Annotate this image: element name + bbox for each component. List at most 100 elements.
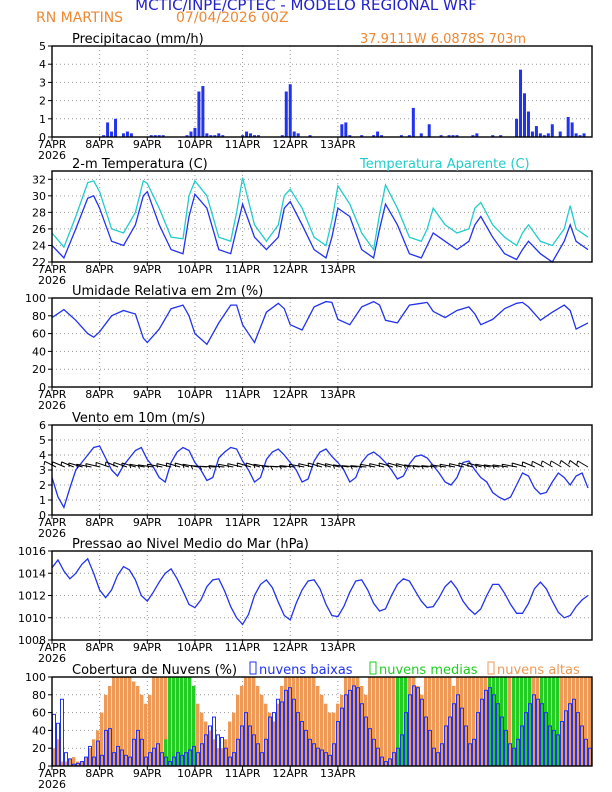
cloud-bar-high xyxy=(376,677,380,766)
x-tick-label: 9APR xyxy=(133,388,162,401)
cloud-bar-mid xyxy=(544,677,548,766)
cloud-bar-high xyxy=(436,677,440,766)
cloud-bar-mid xyxy=(500,677,504,766)
y-tick-label: 80 xyxy=(32,689,46,702)
panel-title: Pressao ao Nivel Medio do Mar (hPa) xyxy=(72,537,309,552)
wind-barb xyxy=(245,462,261,468)
cloud-bar-high xyxy=(196,703,200,766)
cloud-legend-box xyxy=(487,661,495,675)
cloud-bar-high xyxy=(268,712,272,766)
wind-barb-head xyxy=(324,463,327,468)
wind-barb-head xyxy=(412,465,415,470)
precip-bar xyxy=(249,133,253,137)
cloud-bar-high xyxy=(252,677,256,766)
wind-barb-head xyxy=(439,464,442,469)
y-tick-label: 4 xyxy=(39,58,46,71)
precip-bar xyxy=(399,135,403,137)
x-tick-label: 13APR xyxy=(320,641,356,654)
x-tick-label: 7APR xyxy=(38,263,67,276)
wind-barb xyxy=(85,463,101,468)
cloud-bar-high xyxy=(428,677,432,766)
wind-barb-head xyxy=(208,465,211,470)
panel-title: Precipitacao (mm/h) xyxy=(72,32,204,47)
y-tick-label: 30 xyxy=(32,190,46,203)
wind-barb xyxy=(218,463,234,468)
cloud-bar-high xyxy=(132,681,136,766)
precip-bar xyxy=(106,122,110,137)
precip-bar xyxy=(193,127,197,137)
cloud-bar-high xyxy=(100,712,104,766)
cloud-bar-high xyxy=(88,748,92,766)
cloud-bar-high xyxy=(108,685,112,766)
wind-barb-head xyxy=(261,465,265,470)
y-tick-label: 60 xyxy=(32,328,46,341)
wind-barb xyxy=(270,465,287,468)
cloud-bar-high xyxy=(584,677,588,766)
cloud-bar-high xyxy=(332,712,336,766)
x-tick-label: 10APR xyxy=(177,767,213,780)
precip-bar xyxy=(256,135,260,137)
cloud-bar-high xyxy=(452,685,456,766)
y-tick-label: 40 xyxy=(32,345,46,358)
wind-barb xyxy=(298,463,314,468)
cloud-bar-mid xyxy=(556,677,560,766)
legend-apparent-temp: Temperatura Aparente (C) xyxy=(359,157,530,172)
cloud-bar-high xyxy=(92,739,96,766)
cloud-bar-high xyxy=(320,694,324,766)
wind-barb xyxy=(458,462,473,468)
cloud-bar-high xyxy=(212,739,216,766)
wind-barb xyxy=(404,464,420,468)
y-tick-label: 5 xyxy=(39,434,46,447)
x-tick-label: 9APR xyxy=(133,516,162,529)
cloud-bar-high xyxy=(208,730,212,766)
cloud-bar-high xyxy=(312,677,316,766)
wind-barb-head xyxy=(403,464,406,469)
cloud-bar-mid xyxy=(164,739,168,766)
cloud-bar-high xyxy=(204,721,208,766)
x-tick-label: 12APR xyxy=(272,516,308,529)
wind-barb xyxy=(138,464,154,468)
wind-barb-head xyxy=(350,465,353,470)
x-tick-label: 7APR xyxy=(38,138,67,151)
wind-barb-head xyxy=(182,464,185,469)
cloud-bar-high xyxy=(224,739,228,766)
cloud-bar-high xyxy=(156,677,160,766)
cloud-bar-high xyxy=(456,677,460,766)
panel-frame xyxy=(51,297,593,388)
precip-bar xyxy=(284,91,288,137)
wind-barb xyxy=(333,464,349,468)
cloud-bar-high xyxy=(264,703,268,766)
precip-bar xyxy=(344,122,348,137)
precip-bar xyxy=(217,133,221,137)
panel-6: 0 20 40 60 80 100 7APR 8APR 9APR 10APR 11APR 12APR 1… xyxy=(25,663,593,791)
wind-barb-head xyxy=(190,465,194,470)
precip-bar xyxy=(253,135,256,137)
wind-barb-head xyxy=(549,460,552,465)
wind-barb xyxy=(227,463,243,468)
precip-bar xyxy=(538,133,542,137)
cloud-legend-box xyxy=(369,661,377,675)
precip-bar xyxy=(530,131,534,137)
series-line-blue xyxy=(51,190,589,263)
wind-barb-head xyxy=(199,466,203,470)
y-tick-label: 1 xyxy=(39,494,46,507)
x-tick-label: 11APR xyxy=(225,263,261,276)
cloud-bar-mid xyxy=(396,677,400,766)
cloud-bar-high xyxy=(272,721,276,766)
cloud-bar-high xyxy=(220,748,224,766)
cloud-bar-mid xyxy=(540,677,544,766)
wind-barb xyxy=(492,464,509,468)
cloud-bar-high xyxy=(484,677,488,766)
wind-barb xyxy=(439,463,456,468)
cloud-bar-high xyxy=(84,757,88,766)
x-tick-label: 11APR xyxy=(225,767,261,780)
cloud-bar-high xyxy=(232,712,236,766)
cloud-bar-high xyxy=(328,712,332,766)
y-tick-label: 1010 xyxy=(18,612,46,625)
precip-bar xyxy=(427,124,431,137)
wind-barb xyxy=(412,465,429,468)
precip-bar xyxy=(372,135,376,137)
cloud-bar-mid xyxy=(548,677,552,766)
y-tick-label: 1016 xyxy=(18,545,46,558)
cloud-bar-high xyxy=(472,677,476,766)
